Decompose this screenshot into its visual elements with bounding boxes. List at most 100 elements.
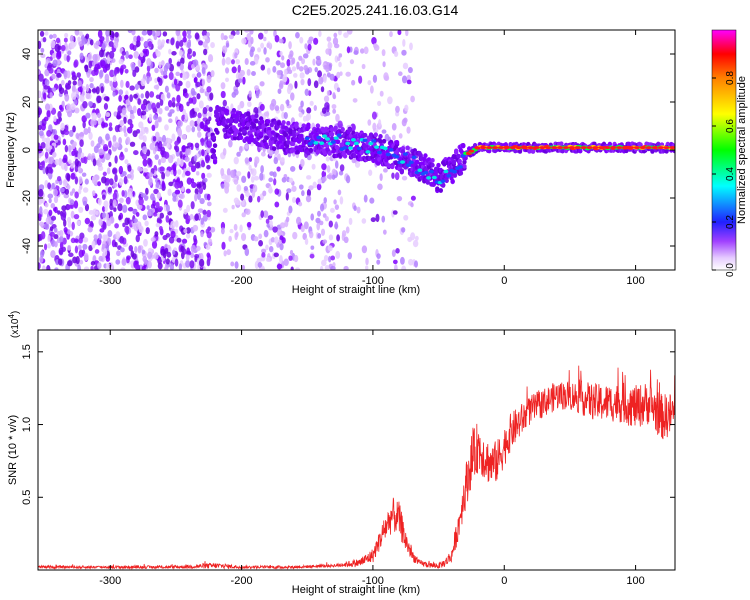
spectrogram-ridge-cell (352, 153, 357, 159)
spectrogram-speckle (244, 144, 249, 150)
spectrogram-speckle (133, 223, 139, 232)
spectrogram-speckle (53, 195, 59, 204)
spectrogram-speckle (78, 188, 82, 195)
spectrogram-speckle (40, 53, 46, 59)
spectrogram-speckle (127, 164, 132, 172)
spectrogram-speckle (208, 106, 213, 113)
spectrogram-speckle (391, 134, 396, 141)
spectrogram-speckle (168, 236, 175, 244)
spectrogram-speckle (97, 162, 103, 168)
spectrogram-speckle (146, 57, 152, 67)
spectrogram-speckle (156, 212, 160, 218)
spectrogram-speckle (306, 107, 312, 114)
spectrogram-speckle (325, 48, 331, 55)
spectrogram-speckle (140, 110, 147, 116)
spectrogram-speckle (161, 171, 166, 180)
spectrogram-speckle (179, 63, 184, 71)
spectrogram-speckle (180, 186, 185, 193)
spectrogram-speckle (300, 100, 304, 108)
spectrogram-ridge-core (368, 141, 374, 146)
spectrogram-speckle (63, 218, 67, 227)
spectrogram-speckle (152, 30, 156, 37)
spectrogram-speckle (66, 70, 71, 79)
spectrogram-speckle (309, 100, 314, 106)
spectrogram-speckle (53, 234, 59, 240)
spectrogram-speckle (70, 172, 76, 180)
spectrogram-speckle (66, 184, 71, 190)
spectrogram-ridge-cell (430, 162, 435, 168)
spectrogram-speckle (186, 30, 192, 36)
spectrogram-speckle (176, 61, 181, 67)
spectrogram-speckle (88, 209, 95, 215)
spectrogram-peak-cell (622, 146, 629, 150)
spectrogram-speckle (290, 165, 296, 172)
spectrogram-speckle (112, 199, 117, 208)
snr-y-tick-label: 0.5 (21, 490, 33, 505)
spectrogram-speckle (371, 111, 377, 120)
spectrogram-ridge-core (431, 175, 437, 180)
spectrogram-speckle (77, 166, 82, 172)
spectrogram-peak-cell (633, 146, 640, 150)
spectrogram-ridge-cell (650, 148, 655, 154)
spectrogram-speckle (71, 84, 76, 94)
spectrogram-speckle (291, 185, 297, 192)
spectrogram-speckle (149, 142, 155, 151)
spectrogram-speckle (125, 196, 131, 205)
spectrogram-speckle (148, 113, 153, 122)
spectrogram-ridge-cell (264, 135, 270, 141)
spectrogram-speckle (54, 158, 60, 166)
spectrogram-speckle (320, 228, 326, 236)
spectrogram-ridge-cell (399, 168, 405, 174)
spectrogram-speckle (99, 228, 105, 233)
spectrogram-speckle (148, 76, 153, 82)
spectrogram-speckle (54, 206, 58, 214)
spectrogram-speckle (280, 62, 286, 69)
spectrogram-speckle (38, 90, 41, 99)
spectrogram-speckle (187, 93, 193, 99)
spectrogram-speckle (185, 124, 192, 133)
spectrogram-speckle (89, 82, 94, 89)
spectrogram-speckle (185, 253, 190, 261)
spectrogram-speckle (392, 259, 398, 265)
spectrogram-speckle (51, 73, 56, 80)
spectrogram-ridge-cell (342, 153, 348, 159)
spectrogram-speckle (346, 46, 351, 54)
spectrogram-speckle (124, 147, 129, 153)
spectrogram-ridge-cell (224, 124, 230, 130)
spectrogram-speckle (66, 55, 70, 63)
spectrogram-speckle (185, 80, 191, 89)
spectrogram-speckle (60, 79, 65, 86)
spectrogram-ridge-cell (394, 140, 400, 145)
spectrogram-speckle (124, 217, 130, 226)
spectrogram-ridge-cell (211, 135, 217, 141)
spectrogram-ridge-cell (378, 133, 383, 139)
spectrogram-speckle (63, 227, 68, 233)
spectrogram-speckle (291, 57, 296, 65)
spectrogram-ridge-cell (462, 159, 467, 165)
spectrogram-speckle (412, 239, 419, 248)
spectrogram-speckle (330, 207, 335, 213)
spectrogram-ridge-cell (224, 108, 230, 114)
spectrogram-speckle (253, 236, 259, 242)
spectrogram-speckle (398, 71, 403, 77)
spectrogram-speckle (67, 50, 72, 56)
spectrogram-speckle (105, 133, 110, 141)
spectrogram-x-tick-label: -300 (99, 275, 121, 287)
spectrogram-speckle (71, 91, 77, 100)
spectrogram-speckle (57, 110, 62, 119)
spectrogram-speckle (235, 170, 242, 177)
spectrogram-speckle (271, 98, 277, 107)
spectrogram-speckle (207, 111, 213, 118)
spectrogram-speckle (170, 37, 175, 46)
spectrogram-peak-cell (468, 149, 475, 153)
spectrogram-speckle (260, 64, 266, 71)
spectrogram-speckle (269, 220, 273, 228)
spectrogram-speckle (82, 101, 88, 109)
spectrogram-speckle (241, 264, 246, 270)
spectrogram-speckle (254, 85, 260, 91)
spectrogram-speckle (41, 160, 46, 168)
spectrogram-speckle (68, 159, 72, 165)
spectrogram-speckle (206, 164, 211, 170)
spectrogram-speckle (185, 227, 191, 234)
spectrogram-x-label: Height of straight line (km) (292, 284, 420, 296)
